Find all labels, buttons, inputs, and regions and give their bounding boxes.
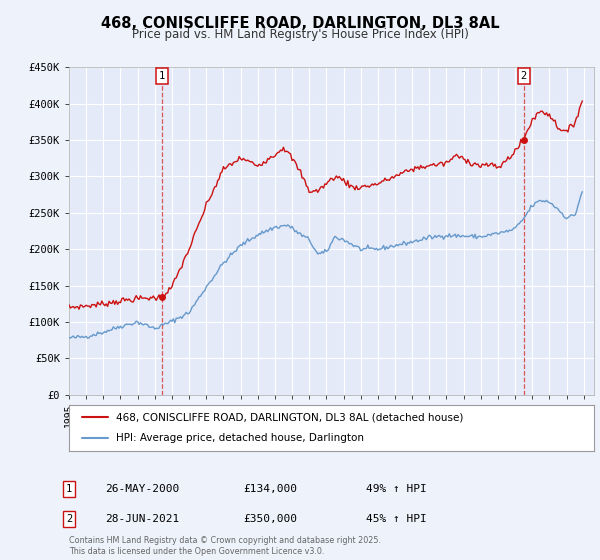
Text: 49% ↑ HPI: 49% ↑ HPI xyxy=(366,484,427,494)
Text: HPI: Average price, detached house, Darlington: HPI: Average price, detached house, Darl… xyxy=(116,433,364,444)
Text: 468, CONISCLIFFE ROAD, DARLINGTON, DL3 8AL: 468, CONISCLIFFE ROAD, DARLINGTON, DL3 8… xyxy=(101,16,499,31)
Text: 468, CONISCLIFFE ROAD, DARLINGTON, DL3 8AL (detached house): 468, CONISCLIFFE ROAD, DARLINGTON, DL3 8… xyxy=(116,412,464,422)
Text: 1: 1 xyxy=(66,484,72,494)
Text: £350,000: £350,000 xyxy=(243,514,297,524)
Text: £134,000: £134,000 xyxy=(243,484,297,494)
Text: 2: 2 xyxy=(521,71,527,81)
Text: 45% ↑ HPI: 45% ↑ HPI xyxy=(366,514,427,524)
Text: 1: 1 xyxy=(158,71,165,81)
Text: Price paid vs. HM Land Registry's House Price Index (HPI): Price paid vs. HM Land Registry's House … xyxy=(131,28,469,41)
Text: 28-JUN-2021: 28-JUN-2021 xyxy=(105,514,179,524)
Text: 26-MAY-2000: 26-MAY-2000 xyxy=(105,484,179,494)
Text: Contains HM Land Registry data © Crown copyright and database right 2025.
This d: Contains HM Land Registry data © Crown c… xyxy=(69,536,381,556)
Text: 2: 2 xyxy=(66,514,72,524)
